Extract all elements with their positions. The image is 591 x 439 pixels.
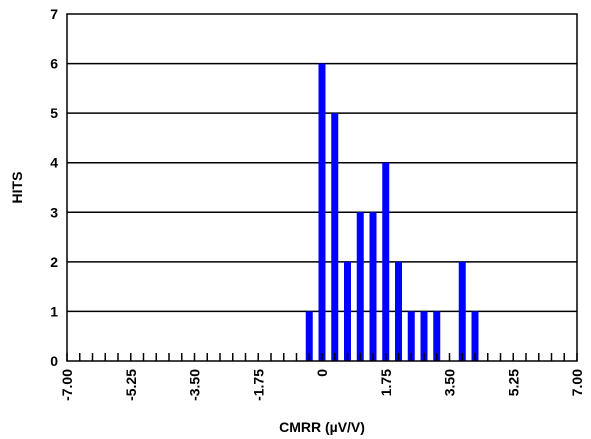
x-tick-label: -5.25 <box>123 369 139 401</box>
bar <box>382 162 390 361</box>
x-tick-label: -1.75 <box>250 369 266 401</box>
y-tick-label: 0 <box>50 353 58 369</box>
bar <box>331 113 339 362</box>
x-tick-label: 0 <box>314 369 330 377</box>
y-tick-label: 1 <box>50 303 58 319</box>
x-tick-label: 1.75 <box>378 369 394 396</box>
bar <box>407 311 415 361</box>
x-axis-ticks <box>66 353 578 361</box>
y-tick-label: 5 <box>50 105 58 121</box>
bar <box>420 311 428 361</box>
bar <box>458 261 466 361</box>
x-axis-title: CMRR (µV/V) <box>279 419 365 435</box>
x-tick-label: 5.25 <box>505 369 521 396</box>
bar <box>433 311 441 361</box>
plot-frame <box>66 13 578 362</box>
x-tick-label: -7.00 <box>59 369 75 401</box>
y-tick-label: 4 <box>50 155 58 171</box>
bar <box>471 311 479 361</box>
bar <box>395 261 402 361</box>
bar <box>305 311 313 361</box>
x-tick-label: 3.50 <box>442 369 458 396</box>
x-tick-label: -3.50 <box>187 369 203 401</box>
y-tick-label: 6 <box>50 56 58 72</box>
bar <box>369 212 377 361</box>
y-tick-label: 7 <box>50 6 58 22</box>
bar <box>318 63 326 361</box>
x-tick-label: 7.00 <box>569 369 585 396</box>
y-tick-label: 3 <box>50 204 58 220</box>
x-axis-tick-labels: -7.00 -5.25 -3.50 -1.75 0 1.75 3.50 5.25 7.00 <box>59 369 585 401</box>
bar <box>344 261 351 361</box>
y-axis-title: HITS <box>9 172 25 204</box>
y-tick-label: 2 <box>50 254 58 270</box>
y-axis-tick-labels: 0 1 2 3 4 5 6 7 <box>50 6 58 369</box>
bar <box>356 212 364 361</box>
bars <box>305 63 479 362</box>
